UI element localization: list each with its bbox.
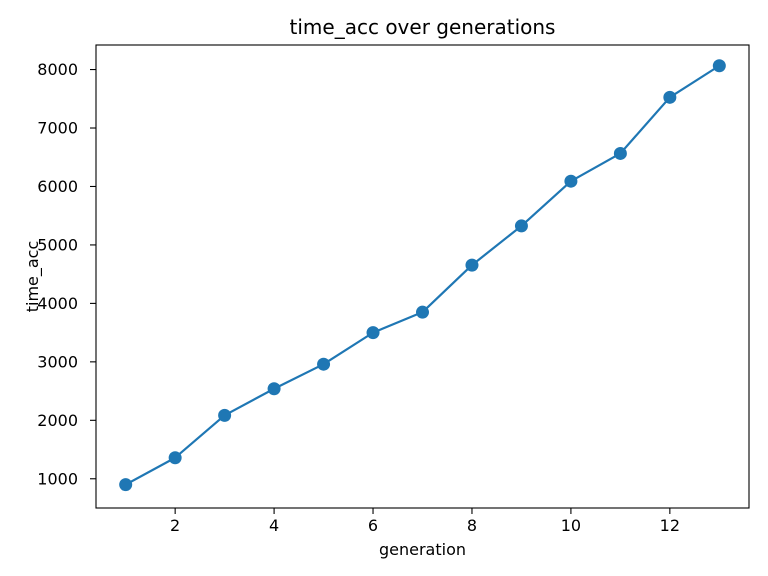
x-tick-label: 6 xyxy=(368,516,378,535)
chart-title: time_acc over generations xyxy=(290,15,556,39)
y-tick-label: 3000 xyxy=(37,352,78,371)
y-tick-label: 1000 xyxy=(37,469,78,488)
x-tick-label: 12 xyxy=(660,516,680,535)
data-point-marker xyxy=(564,174,578,188)
data-point-marker xyxy=(317,357,331,371)
data-point-marker xyxy=(514,219,528,233)
data-point-marker xyxy=(366,326,380,340)
data-point-marker xyxy=(218,408,232,422)
x-tick-label: 10 xyxy=(561,516,581,535)
y-tick-label: 5000 xyxy=(37,235,78,254)
y-tick-label: 7000 xyxy=(37,119,78,138)
data-point-marker xyxy=(168,451,182,465)
data-point-marker xyxy=(663,90,677,104)
data-point-marker xyxy=(267,382,281,396)
y-axis-label: time_acc xyxy=(23,241,43,313)
data-point-marker xyxy=(119,478,133,492)
x-tick-label: 8 xyxy=(467,516,477,535)
data-point-marker xyxy=(465,258,479,272)
x-tick-label: 2 xyxy=(170,516,180,535)
data-point-marker xyxy=(416,305,429,319)
data-series xyxy=(119,59,726,492)
y-tick-label: 8000 xyxy=(37,60,78,79)
plot-area xyxy=(95,44,750,509)
x-axis-label: generation xyxy=(379,540,466,559)
data-point-marker xyxy=(613,146,627,160)
series-line xyxy=(124,64,721,486)
data-point-marker xyxy=(712,59,726,73)
axis-ticks: 1000 2000 3000 4000 5000 6000 7000 8000 2 4 6 8 10 12 xyxy=(37,60,680,535)
y-tick-label: 4000 xyxy=(37,294,78,313)
y-tick-label: 2000 xyxy=(37,411,78,430)
x-tick-label: 4 xyxy=(269,516,279,535)
y-tick-label: 6000 xyxy=(37,177,78,196)
